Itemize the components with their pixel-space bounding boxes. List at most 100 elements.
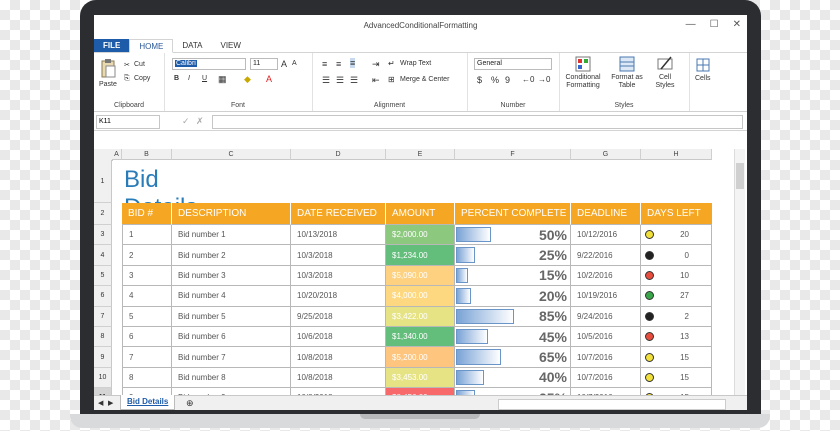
cell-days-left[interactable]: 20 xyxy=(641,225,712,246)
align-middle-icon[interactable]: ≡ xyxy=(336,59,342,69)
cell-days-left[interactable]: 0 xyxy=(641,245,712,266)
cell-bid[interactable]: 6 xyxy=(122,327,172,348)
cell-bid[interactable]: 4 xyxy=(122,286,172,307)
cell-percent-complete[interactable]: 65% xyxy=(455,347,571,368)
vertical-scrollbar[interactable] xyxy=(734,149,745,406)
cell-amount[interactable]: $5,090.00 xyxy=(386,265,455,287)
underline-button[interactable]: U xyxy=(202,75,208,82)
number-format-select[interactable]: General xyxy=(474,58,552,70)
row-header-2[interactable]: 2 xyxy=(94,203,112,225)
format-table-icon[interactable] xyxy=(619,56,635,72)
align-top-icon[interactable]: ≡ xyxy=(322,59,328,69)
paste-icon[interactable] xyxy=(100,59,116,79)
copy-button[interactable]: Copy xyxy=(134,75,151,82)
cell-deadline[interactable]: 9/24/2016 xyxy=(571,306,641,327)
cell-description[interactable]: Bid number 6 xyxy=(172,327,291,348)
cell-amount[interactable]: $3,422.00 xyxy=(386,306,455,327)
cell-amount[interactable]: $4,000.00 xyxy=(386,286,455,307)
cell-description[interactable]: Bid number 5 xyxy=(172,306,291,327)
minimize-button[interactable]: — xyxy=(685,19,696,30)
cell-styles-button[interactable]: Cell Styles xyxy=(655,74,675,89)
row-header[interactable]: 10 xyxy=(94,367,112,389)
cell-bid[interactable]: 2 xyxy=(122,245,172,266)
decrease-decimal-icon[interactable]: →0 xyxy=(538,75,551,84)
cell-date-received[interactable]: 10/6/2018 xyxy=(291,327,386,348)
cell-bid[interactable]: 7 xyxy=(122,347,172,368)
align-left-icon[interactable]: ☰ xyxy=(322,75,331,85)
tab-data[interactable]: DATA xyxy=(182,41,203,50)
bold-button[interactable]: B xyxy=(174,75,180,82)
format-as-table-button[interactable]: Format as Table xyxy=(611,74,643,89)
cell-days-left[interactable]: 2 xyxy=(641,306,712,327)
wrap-text-icon[interactable]: ↵ xyxy=(388,59,395,68)
cell-description[interactable]: Bid number 3 xyxy=(172,265,291,287)
cancel-icon[interactable]: ✗ xyxy=(196,116,204,126)
cell-deadline[interactable]: 10/19/2016 xyxy=(571,286,641,307)
font-size-select[interactable]: 11 xyxy=(250,58,278,70)
cut-icon[interactable]: ✂ xyxy=(124,62,130,69)
confirm-icon[interactable]: ✓ xyxy=(182,116,190,126)
cell-days-left[interactable]: 27 xyxy=(641,286,712,307)
row-header[interactable]: 6 xyxy=(94,286,112,307)
column-header-b[interactable]: B xyxy=(122,149,172,160)
cell-bid[interactable]: 3 xyxy=(122,265,172,287)
align-bottom-icon[interactable]: ≡ xyxy=(350,58,356,68)
column-header-e[interactable]: E xyxy=(386,149,455,160)
copy-icon[interactable]: ⎘ xyxy=(124,75,130,82)
cell-description[interactable]: Bid number 1 xyxy=(172,225,291,246)
cell-date-received[interactable]: 9/25/2018 xyxy=(291,306,386,327)
cell-description[interactable]: Bid number 4 xyxy=(172,286,291,307)
cell-percent-complete[interactable]: 50% xyxy=(455,225,571,246)
cell-percent-complete[interactable]: 45% xyxy=(455,327,571,348)
cell-description[interactable]: Bid number 2 xyxy=(172,245,291,266)
cell-days-left[interactable]: 15 xyxy=(641,367,712,389)
column-header-h[interactable]: H xyxy=(641,149,712,160)
comma-button[interactable]: 9 xyxy=(505,75,511,85)
fill-color-icon[interactable]: ◆ xyxy=(244,74,251,84)
column-header-g[interactable]: G xyxy=(571,149,641,160)
sheet-tab-bid-details[interactable]: Bid Details xyxy=(120,395,176,410)
conditional-formatting-button[interactable]: Conditional Formatting xyxy=(565,74,601,89)
cell-styles-icon[interactable] xyxy=(657,56,673,72)
merge-center-button[interactable]: Merge & Center xyxy=(400,76,450,83)
cell-amount[interactable]: $2,000.00 xyxy=(386,225,455,246)
cell-deadline[interactable]: 10/7/2016 xyxy=(571,347,641,368)
row-header[interactable]: 4 xyxy=(94,245,112,266)
cell-amount[interactable]: $3,453.00 xyxy=(386,367,455,389)
cells-icon[interactable] xyxy=(696,58,710,72)
indent-icon[interactable]: ⇥ xyxy=(372,59,380,69)
row-header[interactable]: 8 xyxy=(94,327,112,348)
cell-date-received[interactable]: 10/13/2018 xyxy=(291,225,386,246)
cell-deadline[interactable]: 10/12/2016 xyxy=(571,225,641,246)
outdent-icon[interactable]: ⇤ xyxy=(372,75,380,85)
cell-days-left[interactable]: 13 xyxy=(641,327,712,348)
font-color-icon[interactable]: A xyxy=(266,74,273,84)
cell-amount[interactable]: $1,340.00 xyxy=(386,327,455,348)
currency-button[interactable]: $ xyxy=(477,75,483,85)
tab-file[interactable]: FILE xyxy=(94,39,130,52)
cell-deadline[interactable]: 10/2/2016 xyxy=(571,265,641,287)
row-header[interactable]: 3 xyxy=(94,225,112,246)
row-header-1[interactable]: 1 xyxy=(94,160,112,203)
cell-percent-complete[interactable]: 85% xyxy=(455,306,571,327)
paste-button[interactable]: Paste xyxy=(99,81,117,88)
row-header[interactable]: 5 xyxy=(94,265,112,287)
wrap-text-button[interactable]: Wrap Text xyxy=(400,60,432,67)
cell-deadline[interactable]: 10/5/2016 xyxy=(571,327,641,348)
cell-percent-complete[interactable]: 15% xyxy=(455,265,571,287)
name-box[interactable]: K11 xyxy=(96,115,160,129)
cell-percent-complete[interactable]: 20% xyxy=(455,286,571,307)
merge-icon[interactable]: ⊞ xyxy=(388,75,395,84)
row-header[interactable]: 7 xyxy=(94,306,112,327)
horizontal-scrollbar[interactable] xyxy=(498,399,726,410)
cell-days-left[interactable]: 15 xyxy=(641,347,712,368)
maximize-button[interactable]: ☐ xyxy=(709,19,719,30)
vertical-scroll-thumb[interactable] xyxy=(736,163,744,189)
row-header[interactable]: 9 xyxy=(94,347,112,368)
cell-deadline[interactable]: 10/7/2016 xyxy=(571,367,641,389)
cell-bid[interactable]: 1 xyxy=(122,225,172,246)
cell-date-received[interactable]: 10/8/2018 xyxy=(291,367,386,389)
add-sheet-icon[interactable]: ⊕ xyxy=(186,398,194,408)
cell-amount[interactable]: $5,200.00 xyxy=(386,347,455,368)
align-right-icon[interactable]: ☰ xyxy=(350,75,359,85)
